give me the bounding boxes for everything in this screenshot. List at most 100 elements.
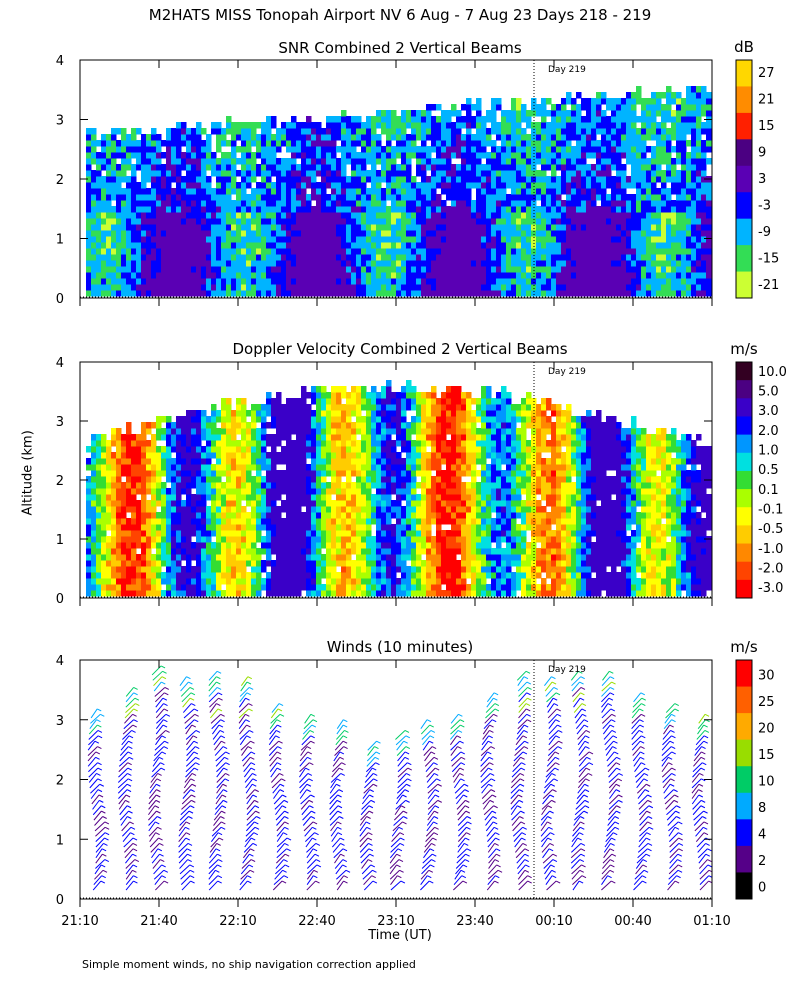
heat-cell <box>596 290 602 297</box>
heat-cell <box>166 428 172 435</box>
heat-cell <box>476 116 482 123</box>
heat-cell <box>366 278 372 285</box>
heat-cell <box>546 140 552 147</box>
heat-cell <box>266 488 272 495</box>
heat-cell <box>246 434 252 441</box>
heat-cell <box>226 194 232 201</box>
heat-cell <box>226 248 232 255</box>
heat-cell <box>611 242 617 249</box>
heat-cell <box>471 260 477 267</box>
heat-cell <box>581 98 587 105</box>
heat-cell <box>561 146 567 153</box>
heat-cell <box>91 476 97 483</box>
heat-cell <box>126 494 132 501</box>
heat-cell <box>206 224 212 231</box>
heat-cell <box>136 188 142 195</box>
heat-cell <box>301 260 307 267</box>
heat-cell <box>371 278 377 285</box>
heat-cell <box>591 188 597 195</box>
heat-cell <box>386 140 392 147</box>
heat-cell <box>491 266 497 273</box>
heat-cell <box>411 152 417 159</box>
heat-cell <box>251 476 257 483</box>
heat-cell <box>396 272 402 279</box>
heat-cell <box>101 188 107 195</box>
heat-cell <box>181 500 187 507</box>
heat-cell <box>611 278 617 285</box>
heat-cell <box>131 470 137 477</box>
heat-cell <box>196 440 202 447</box>
heat-cell <box>281 416 287 423</box>
heat-cell <box>96 152 102 159</box>
heat-cell <box>201 290 207 297</box>
heat-cell <box>146 152 152 159</box>
heat-cell <box>271 422 277 429</box>
heat-cell <box>191 410 197 417</box>
heat-cell <box>581 170 587 177</box>
heat-cell <box>271 470 277 477</box>
heat-cell <box>341 248 347 255</box>
heat-cell <box>201 128 207 135</box>
heat-cell <box>651 116 657 123</box>
heat-cell <box>441 122 447 129</box>
heat-cell <box>146 224 152 231</box>
heat-cell <box>146 584 152 591</box>
heat-cell <box>331 230 337 237</box>
heat-cell <box>501 188 507 195</box>
heat-cell <box>201 158 207 165</box>
heat-cell <box>131 152 137 159</box>
heat-cell <box>671 224 677 231</box>
heat-cell <box>241 254 247 261</box>
heat-cell <box>561 128 567 135</box>
heat-cell <box>221 128 227 135</box>
heat-cell <box>491 236 497 243</box>
heat-cell <box>591 170 597 177</box>
heat-cell <box>421 170 427 177</box>
heat-cell <box>426 122 432 129</box>
heat-cell <box>296 464 302 471</box>
heat-cell <box>481 128 487 135</box>
heat-cell <box>526 272 532 279</box>
heat-cell <box>251 230 257 237</box>
heat-cell <box>86 212 92 219</box>
heat-cell <box>116 170 122 177</box>
heat-cell <box>651 284 657 291</box>
heat-cell <box>151 176 157 183</box>
heat-cell <box>251 134 257 141</box>
heat-cell <box>431 272 437 279</box>
heat-cell <box>376 278 382 285</box>
heat-cell <box>451 176 457 183</box>
heat-cell <box>426 236 432 243</box>
heat-cell <box>96 182 102 189</box>
heat-cell <box>301 164 307 171</box>
heat-cell <box>116 188 122 195</box>
heat-cell <box>181 128 187 135</box>
heat-cell <box>86 254 92 261</box>
heat-cell <box>396 260 402 267</box>
heat-cell <box>456 116 462 123</box>
heat-cell <box>126 194 132 201</box>
heat-cell <box>676 260 682 267</box>
heat-cell <box>666 98 672 105</box>
heat-cell <box>146 554 152 561</box>
heat-cell <box>461 284 467 291</box>
heat-cell <box>526 116 532 123</box>
heat-cell <box>261 584 267 591</box>
heat-cell <box>246 530 252 537</box>
heat-cell <box>141 182 147 189</box>
heat-cell <box>631 194 637 201</box>
heat-cell <box>156 266 162 273</box>
heat-cell <box>201 164 207 171</box>
heat-cell <box>426 146 432 153</box>
heat-cell <box>376 176 382 183</box>
heat-cell <box>621 290 627 297</box>
heat-cell <box>196 272 202 279</box>
heat-cell <box>241 176 247 183</box>
heat-cell <box>101 272 107 279</box>
heat-cell <box>561 290 567 297</box>
heat-cell <box>261 548 267 555</box>
heat-cell <box>116 182 122 189</box>
heat-cell <box>541 236 547 243</box>
heat-cell <box>226 452 232 459</box>
heat-cell <box>686 284 692 291</box>
